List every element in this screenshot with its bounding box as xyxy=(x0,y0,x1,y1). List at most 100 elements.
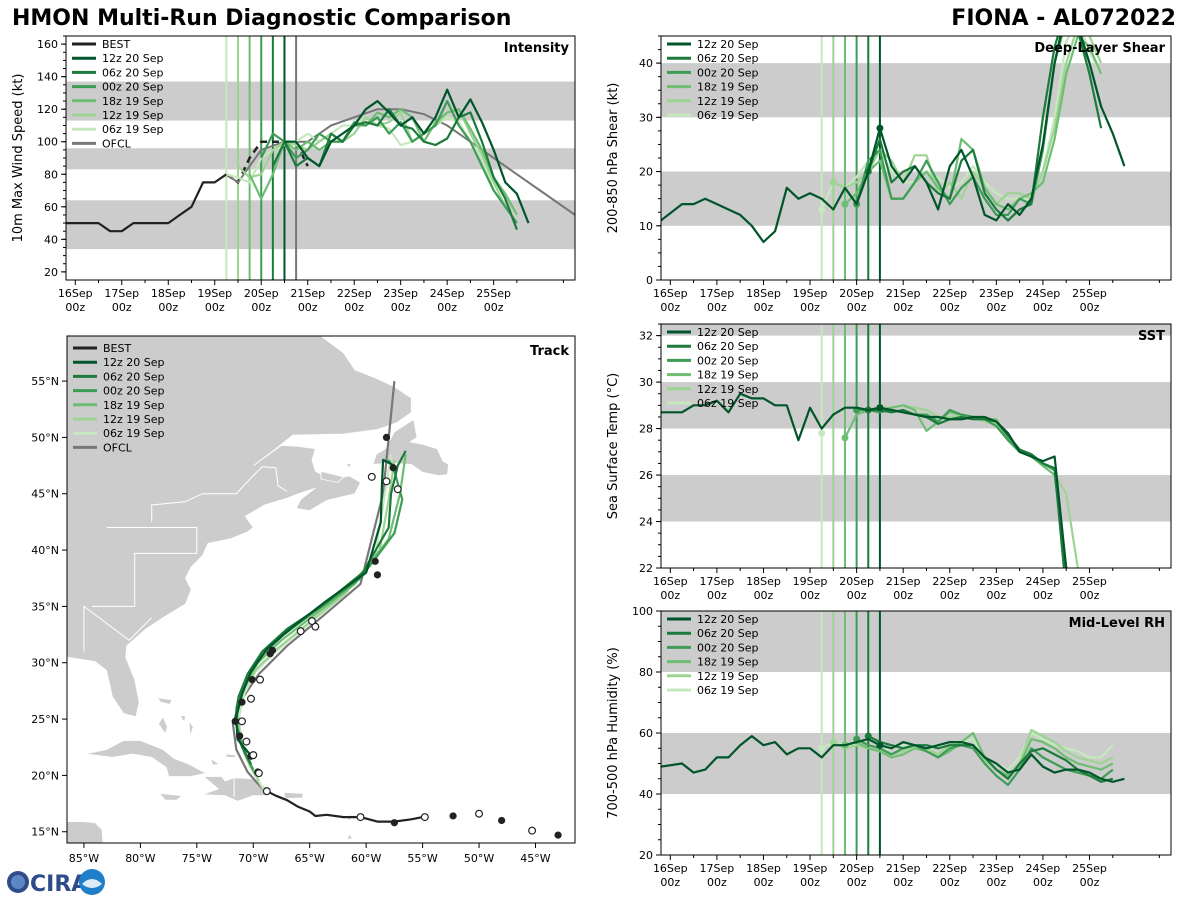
landmass-bahamas-cat xyxy=(188,720,194,737)
lat-tick-label: 20°N xyxy=(31,769,59,782)
series-marker xyxy=(841,434,849,442)
track-point-filled xyxy=(554,831,562,839)
border-state-lines xyxy=(91,527,198,607)
lon-tick-label: 65°W xyxy=(295,852,325,865)
lon-tick-label: 70°W xyxy=(238,852,268,865)
x-tick-label-date: 17Sep xyxy=(700,862,735,875)
lon-tick-label: 50°W xyxy=(464,852,494,865)
lon-tick-label: 75°W xyxy=(182,852,212,865)
y-tick-label: 32 xyxy=(639,330,653,343)
x-tick-label-hour: 00z xyxy=(484,301,504,314)
track-point-filled xyxy=(268,646,277,654)
lat-tick-label: 45°N xyxy=(31,488,59,501)
legend-label: 18z 19 Sep xyxy=(697,81,759,94)
y-tick-label: 20 xyxy=(639,166,653,179)
legend-label: 12z 20 Sep xyxy=(697,613,759,626)
legend-label: 06z 19 Sep xyxy=(102,123,164,136)
plot-area xyxy=(661,611,1171,855)
track-point-open xyxy=(242,737,251,746)
x-tick-label-date: 22Sep xyxy=(932,575,967,588)
x-tick-label-hour: 00z xyxy=(940,589,960,602)
plot-frame xyxy=(660,323,1172,569)
track-point-filled xyxy=(382,433,391,441)
y-tick-label: 140 xyxy=(37,71,58,84)
plot-area xyxy=(66,36,575,280)
legend-label: 12z 20 Sep xyxy=(697,326,759,339)
track-point-open xyxy=(356,813,365,822)
track-point-open xyxy=(247,694,256,703)
legend-label: 06z 20 Sep xyxy=(103,370,165,383)
x-tick-label-date: 24Sep xyxy=(1026,862,1061,875)
x-tick-label-date: 17Sep xyxy=(700,287,735,300)
logo-globe-inner-icon xyxy=(11,875,25,889)
x-tick-label-date: 25Sep xyxy=(1072,287,1107,300)
x-tick-label-date: 18Sep xyxy=(746,575,781,588)
landmass-cuba xyxy=(85,740,208,777)
track-point-filled xyxy=(236,732,244,740)
landmass-newfoundland xyxy=(372,418,450,477)
series-marker xyxy=(876,741,884,749)
x-tick-label-date: 20Sep xyxy=(839,575,874,588)
x-tick-label-hour: 00z xyxy=(707,301,727,314)
x-tick-label-hour: 00z xyxy=(707,589,727,602)
y-tick-label: 0 xyxy=(646,274,653,287)
lat-tick-label: 35°N xyxy=(31,600,59,613)
track-point-filled xyxy=(390,819,398,827)
x-tick-label-hour: 00z xyxy=(660,589,680,602)
legend-label: 12z 19 Sep xyxy=(697,670,759,683)
shear-chart: 01020304016Sep00z17Sep00z18Sep00z19Sep00… xyxy=(606,35,1172,314)
x-tick-label-hour: 00z xyxy=(298,301,318,314)
lat-tick-label: 50°N xyxy=(31,431,59,444)
panel-title: Deep-Layer Shear xyxy=(1034,41,1165,56)
landmass-martinique xyxy=(346,833,354,841)
series-line xyxy=(867,735,1114,783)
x-tick-label-date: 21Sep xyxy=(290,287,325,300)
legend-label: 00z 20 Sep xyxy=(103,385,165,398)
panel-title: SST xyxy=(1138,329,1165,344)
x-tick-label-hour: 00z xyxy=(437,301,457,314)
lon-tick-label: 85°W xyxy=(69,852,99,865)
x-tick-label-hour: 00z xyxy=(754,589,774,602)
landmass-bahamas-andros xyxy=(157,715,168,735)
series-marker xyxy=(829,178,837,186)
track-point-filled xyxy=(498,816,506,825)
x-tick-label-date: 20Sep xyxy=(839,287,874,300)
x-tick-label-date: 19Sep xyxy=(793,862,828,875)
y-tick-label: 100 xyxy=(37,136,58,149)
panel-title: Track xyxy=(530,344,569,359)
legend-label: 06z 20 Sep xyxy=(697,52,759,65)
landmass-magdalen xyxy=(344,462,353,469)
landmass-honduras xyxy=(67,821,104,843)
track-point-open xyxy=(307,617,316,626)
series-line xyxy=(661,392,1068,568)
x-tick-label-hour: 00z xyxy=(893,876,913,889)
shaded-band xyxy=(661,611,1171,672)
x-tick-label-date: 16Sep xyxy=(653,575,688,588)
legend-label: OFCL xyxy=(102,137,132,150)
x-tick-label-hour: 00z xyxy=(847,589,867,602)
legend-label: 00z 20 Sep xyxy=(697,66,759,79)
x-tick-label-date: 18Sep xyxy=(746,287,781,300)
plot-area xyxy=(661,324,1171,568)
track-line xyxy=(236,459,396,782)
lon-tick-label: 60°W xyxy=(351,852,381,865)
landmass-jamaica xyxy=(158,792,184,801)
track-point-open xyxy=(528,826,537,835)
y-tick-label: 26 xyxy=(639,469,653,482)
x-tick-label-hour: 00z xyxy=(1033,301,1053,314)
y-axis-label: 200-850 hPa Shear (kt) xyxy=(606,83,621,234)
series-line xyxy=(284,88,530,224)
panel-title: Mid-Level RH xyxy=(1069,616,1165,631)
x-tick-label-date: 24Sep xyxy=(1026,287,1061,300)
x-tick-label-date: 25Sep xyxy=(1072,862,1107,875)
track-point-filled xyxy=(248,676,256,684)
legend-label: 12z 19 Sep xyxy=(103,413,165,426)
lat-tick-label: 25°N xyxy=(31,713,59,726)
shaded-band xyxy=(661,324,1171,336)
lat-tick-label: 55°N xyxy=(31,375,59,388)
track-point-open xyxy=(393,485,402,494)
track-point-open xyxy=(367,472,376,481)
y-tick-label: 80 xyxy=(639,666,653,679)
legend-label: 12z 19 Sep xyxy=(697,95,759,108)
series-marker xyxy=(841,200,849,208)
